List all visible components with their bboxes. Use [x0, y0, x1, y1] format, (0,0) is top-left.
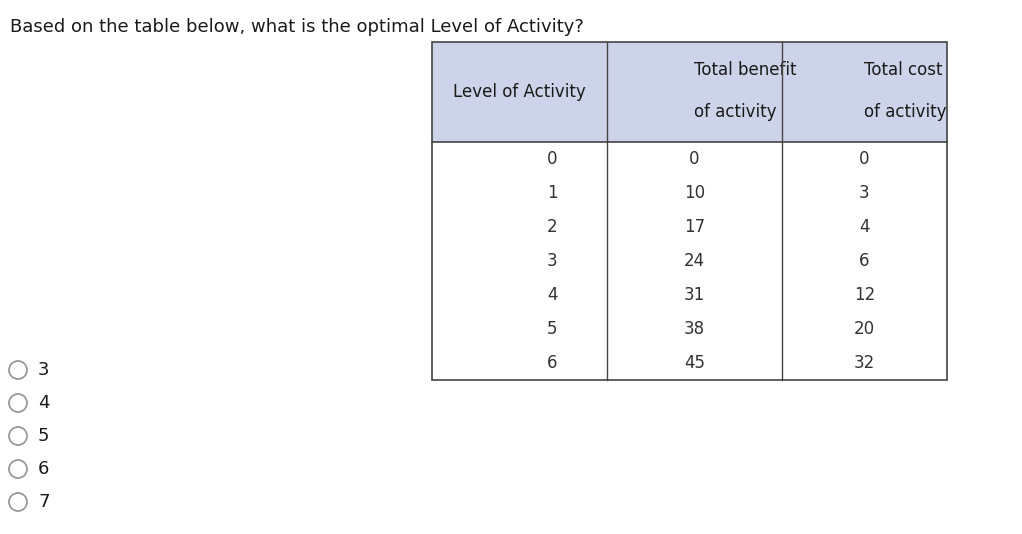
Text: 4: 4 [38, 394, 49, 412]
Text: 0: 0 [860, 150, 870, 168]
Text: 4: 4 [547, 286, 557, 304]
Text: 5: 5 [38, 427, 49, 445]
Text: of activity: of activity [865, 103, 947, 121]
Text: 31: 31 [684, 286, 705, 304]
Text: 3: 3 [38, 361, 49, 379]
Text: Total benefit: Total benefit [695, 61, 797, 79]
Text: 0: 0 [689, 150, 700, 168]
Bar [432, 42, 947, 142]
Text: 2: 2 [547, 218, 557, 236]
Text: of activity: of activity [695, 103, 777, 121]
Text: Total cost: Total cost [865, 61, 943, 79]
Text: 6: 6 [38, 460, 49, 478]
Text: 12: 12 [853, 286, 875, 304]
Text: 24: 24 [684, 252, 705, 270]
Text: 4: 4 [860, 218, 870, 236]
Text: 1: 1 [547, 184, 557, 202]
Text: 0: 0 [547, 150, 557, 168]
Text: 17: 17 [684, 218, 705, 236]
Text: 32: 32 [853, 354, 875, 372]
Text: 6: 6 [547, 354, 557, 372]
Text: 20: 20 [854, 320, 875, 338]
Text: Level of Activity: Level of Activity [453, 83, 586, 101]
Text: Based on the table below, what is the optimal Level of Activity?: Based on the table below, what is the op… [10, 18, 584, 36]
Bar [432, 42, 947, 380]
Text: 3: 3 [547, 252, 557, 270]
Text: 45: 45 [684, 354, 705, 372]
Text: 7: 7 [38, 493, 49, 511]
Text: 10: 10 [684, 184, 705, 202]
Text: 6: 6 [860, 252, 870, 270]
Text: 5: 5 [547, 320, 557, 338]
Text: 38: 38 [684, 320, 705, 338]
Text: 3: 3 [860, 184, 870, 202]
